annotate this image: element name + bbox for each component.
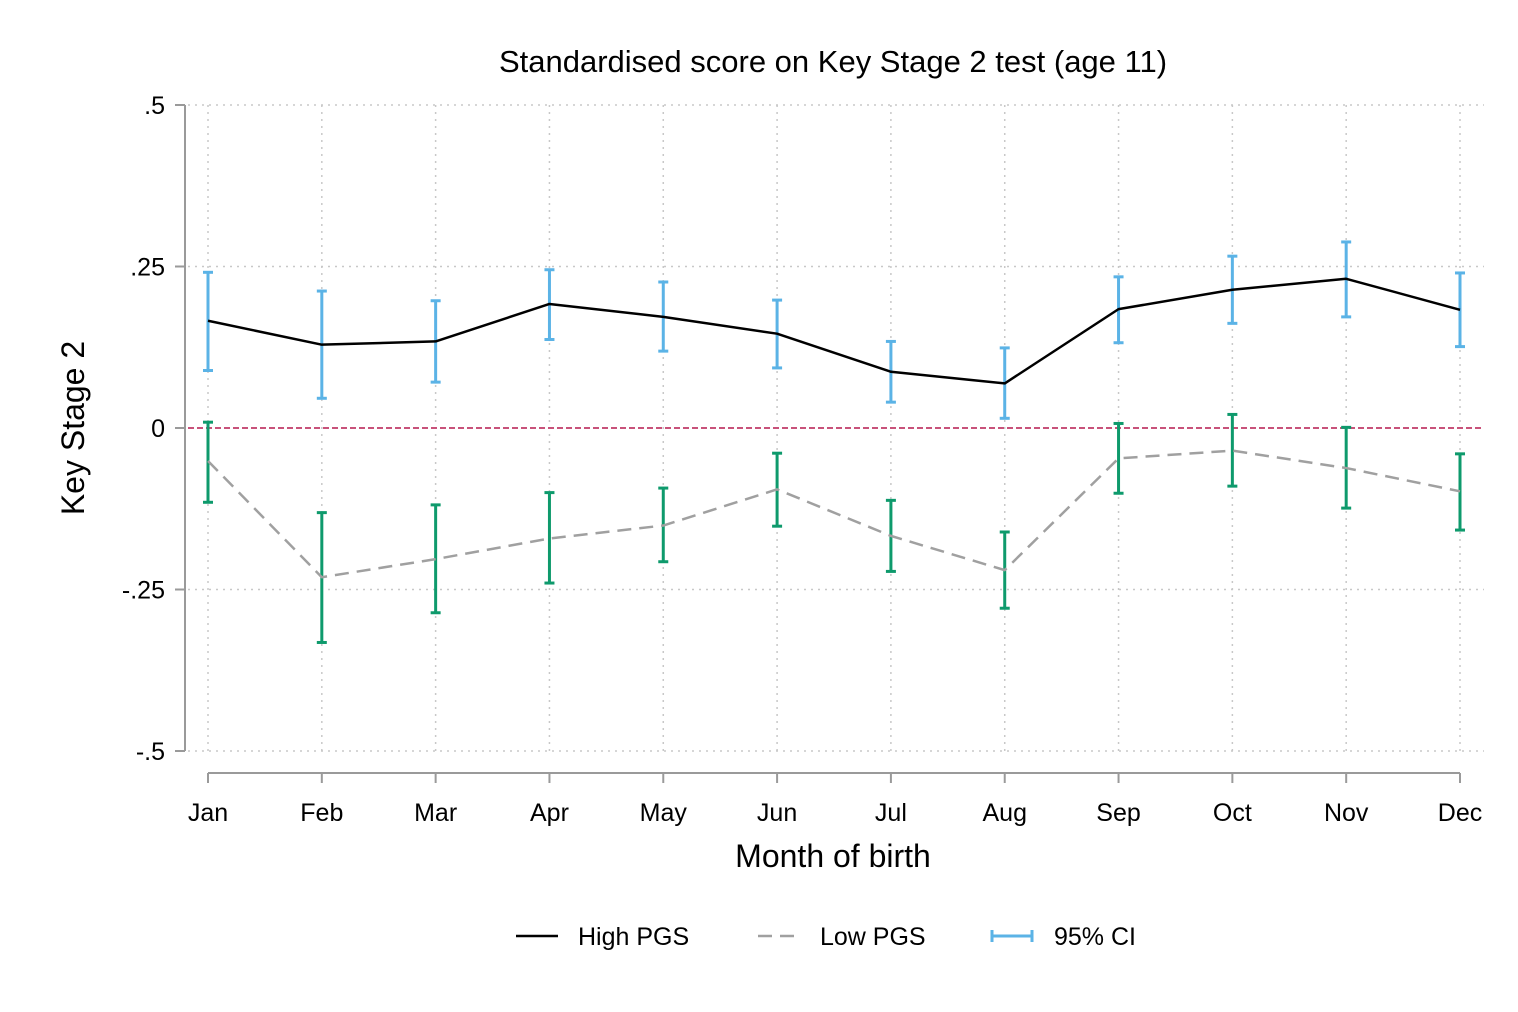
ci-errorbar <box>1113 421 1124 495</box>
x-tick-label: Feb <box>300 799 343 827</box>
legend-item: 95% CI <box>990 923 1136 951</box>
ci-errorbar <box>544 491 555 585</box>
legend-item: Low PGS <box>758 923 926 951</box>
x-axis-title: Month of birth <box>735 838 931 874</box>
series-lines <box>207 277 1461 579</box>
series-line-low-pgs <box>207 449 1461 579</box>
x-tick-label: Oct <box>1213 799 1252 827</box>
x-tick-label: Aug <box>982 799 1026 827</box>
x-tick-label: Jun <box>757 799 797 827</box>
x-tick-label: Jan <box>188 799 228 827</box>
x-tick-label: Sep <box>1096 799 1140 827</box>
series-line-high-pgs <box>207 277 1461 385</box>
legend-label: 95% CI <box>1054 923 1136 951</box>
ci-errorbar <box>430 503 441 615</box>
legend: High PGS Low PGS 95% CI <box>516 923 1136 951</box>
x-tick-label: Jul <box>875 799 907 827</box>
x-tick-label: May <box>640 799 688 827</box>
y-axis-title: Key Stage 2 <box>55 341 91 515</box>
ci-errorbar <box>1227 412 1238 488</box>
axes: .5 .25 0 -.25 -.5 Jan Feb Mar Apr May Jun Jul Aug Sep… <box>122 92 1482 827</box>
y-tick-label: 0 <box>151 415 165 443</box>
y-tick-label: -.25 <box>122 577 165 605</box>
y-tick-label: .5 <box>144 92 165 120</box>
legend-label: High PGS <box>578 923 689 951</box>
y-tick-label: .25 <box>130 254 165 282</box>
ci-errorbar <box>1455 452 1465 532</box>
x-tick-label: Nov <box>1324 799 1369 827</box>
x-tick-label: Apr <box>530 799 569 827</box>
confidence-intervals <box>203 240 1465 644</box>
chart-title: Standardised score on Key Stage 2 test (… <box>499 44 1167 79</box>
legend-item: High PGS <box>516 923 689 951</box>
legend-label: Low PGS <box>820 923 926 951</box>
x-tick-label: Dec <box>1438 799 1482 827</box>
x-tick-label: Mar <box>414 799 457 827</box>
y-tick-label: -.5 <box>136 738 165 766</box>
